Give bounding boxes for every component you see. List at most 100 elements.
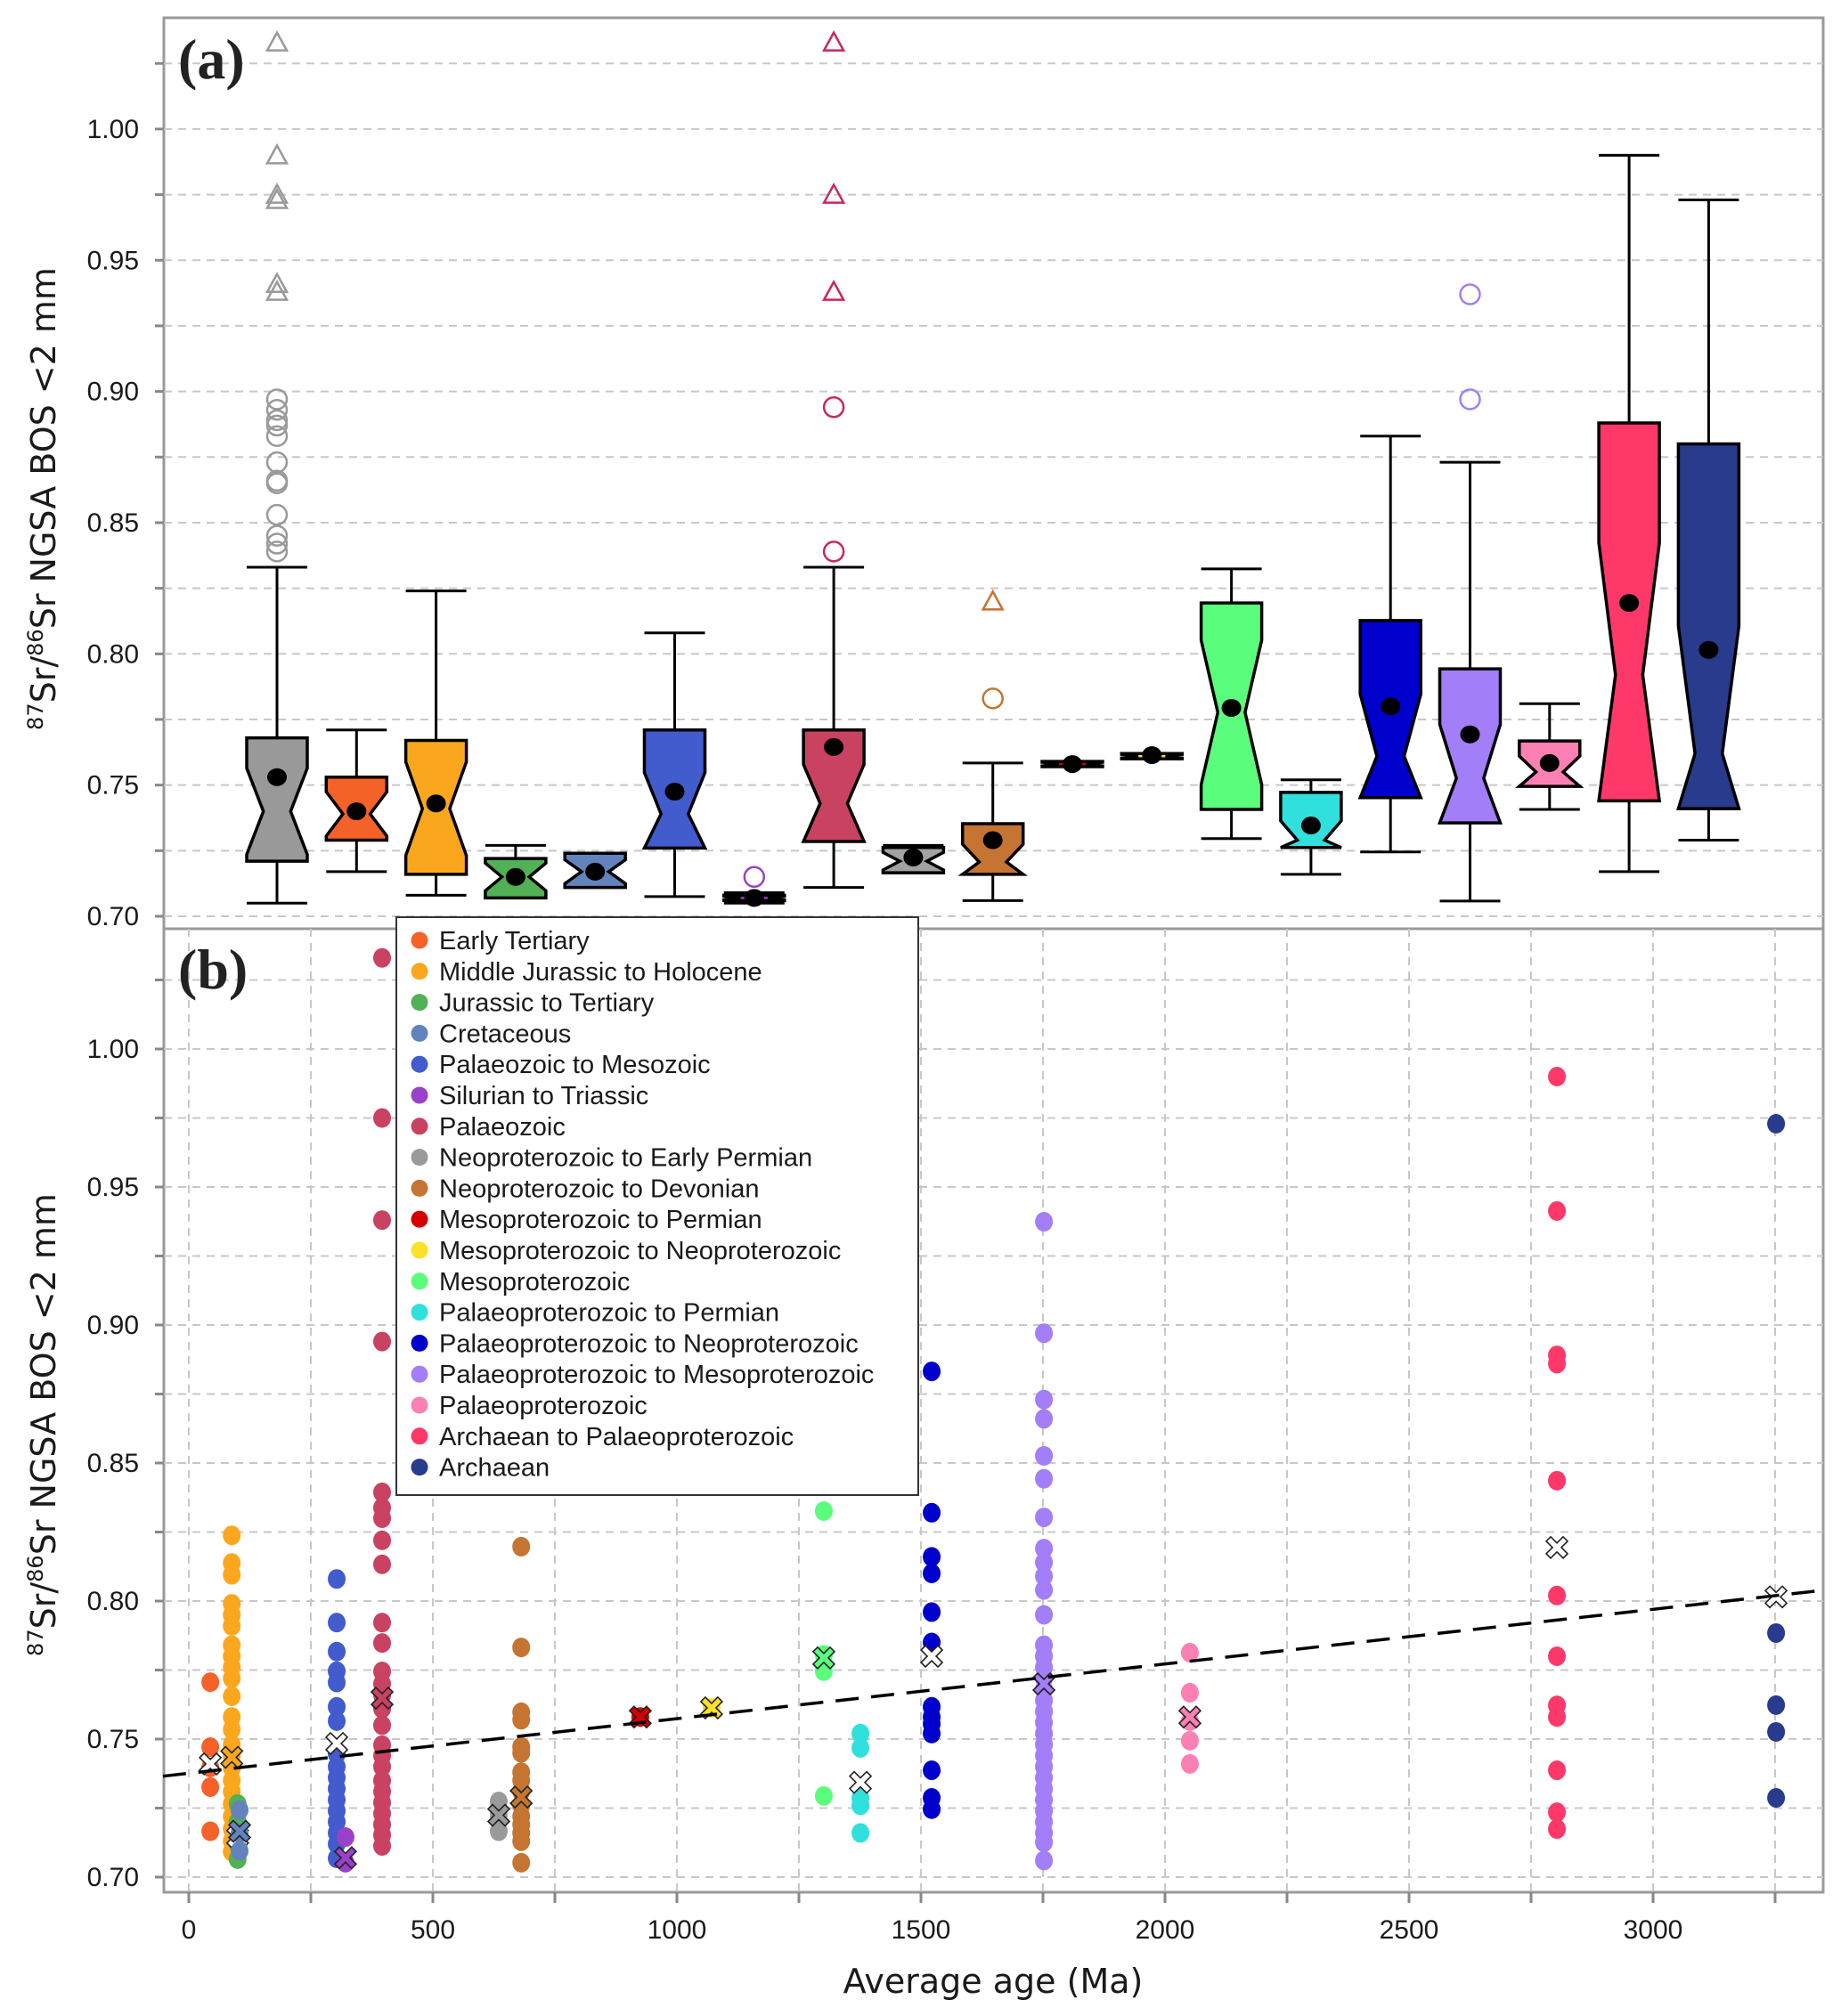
mean-marker: [1698, 640, 1719, 659]
regression-line: [162, 1589, 1824, 1778]
isotope-mass-86: 86: [23, 1555, 48, 1582]
x-tick-label: 1500: [892, 1915, 951, 1945]
data-point: [1035, 1445, 1054, 1466]
mean-marker: [1460, 725, 1480, 744]
data-point: [923, 1564, 941, 1583]
box-archaean: [1676, 198, 1741, 842]
data-point: [223, 1525, 241, 1546]
mean-marker: [585, 862, 606, 881]
outlier-triangle: [265, 182, 289, 204]
data-point: [223, 1719, 241, 1740]
data-point: [923, 1502, 941, 1523]
data-point: [373, 947, 392, 968]
legend-item: Neoproterozoic to Devonian: [411, 1175, 759, 1203]
data-point: [230, 1800, 248, 1820]
mean-marker: [1142, 746, 1162, 765]
outlier-triangle: [265, 142, 289, 165]
mean-marker: [982, 831, 1003, 849]
outlier-circle: [982, 687, 1004, 710]
data-point: [201, 1776, 220, 1797]
data-point: [201, 1821, 220, 1841]
series-archaean: [1764, 1114, 1788, 1809]
outlier-circle: [1459, 283, 1481, 305]
legend-item: Neoproterozoic to Early Permian: [411, 1144, 812, 1173]
series-mesoproterozoic: [811, 1500, 836, 1806]
data-point: [851, 1795, 870, 1816]
box-mesoproterozoic-to-permian: [1040, 755, 1104, 774]
data-point: [223, 1668, 241, 1688]
mean-marker: [1539, 753, 1560, 772]
data-point: [1035, 1850, 1054, 1871]
data-point: [373, 1482, 392, 1502]
box-palaeozoic: [801, 30, 867, 890]
data-point: [1035, 1605, 1054, 1625]
mean-marker: [1063, 755, 1082, 774]
legend-label: Palaeoproterozoic to Permian: [439, 1299, 779, 1328]
mean-marker: [824, 737, 844, 756]
mean-marker: [903, 848, 924, 866]
box-palaeoproterozoic: [1515, 702, 1584, 811]
mean-marker: [1221, 699, 1242, 718]
data-point: [1035, 1389, 1054, 1410]
data-point: [923, 1799, 941, 1819]
legend-label: Palaeoproterozoic to Neoproterozoic: [439, 1329, 859, 1358]
legend-label: Archaean: [439, 1454, 550, 1483]
y-tick-label: 0.85: [87, 1449, 139, 1478]
legend-label: Mesoproterozoic to Permian: [439, 1206, 762, 1234]
mean-cross-marker: [220, 1745, 244, 1769]
outlier-circle: [822, 396, 845, 419]
box-palaeoproterozoic-to-mesoproterozoic: [1437, 283, 1503, 903]
outlier-circle: [265, 451, 289, 474]
legend-item: Archaean to Palaeoproterozoic: [411, 1423, 794, 1451]
data-point: [1180, 1730, 1199, 1751]
data-point: [373, 1835, 392, 1856]
data-point: [1180, 1642, 1199, 1662]
series-palaeozoic-to-mesozoic: [324, 1569, 349, 1868]
data-point: [1548, 1200, 1567, 1221]
legend-marker: [411, 1241, 428, 1259]
legend-box: [395, 916, 919, 1496]
x-axis-title: Average age (Ma): [843, 1962, 1144, 2001]
y-tick-label: 1.00: [87, 115, 139, 144]
data-point: [223, 1686, 241, 1706]
mean-cross-marker: [811, 1646, 836, 1670]
mean-cross-marker: [370, 1686, 395, 1711]
isotope-mass-87: 87: [23, 703, 48, 730]
data-point: [1767, 1622, 1786, 1643]
data-point: [328, 1613, 346, 1633]
panel-a-gridlines: [155, 16, 1825, 931]
y-tick-label: 0.70: [87, 1863, 139, 1892]
data-point: [1180, 1753, 1199, 1774]
data-point: [1548, 1585, 1567, 1605]
data-point: [1035, 1323, 1054, 1344]
x-tick-label: 1000: [648, 1915, 707, 1945]
box-body: [801, 728, 867, 843]
panel-a-boxplot: 0.70 0.75 0.80 0.85 0.90 0.95 1.00 (a): [87, 16, 1825, 931]
panel-a-y-axis: 0.70 0.75 0.80 0.85 0.90 0.95 1.00: [87, 115, 139, 931]
legend-item: Archaean: [411, 1454, 550, 1483]
data-point: [328, 1672, 346, 1693]
legend-item: Early Tertiary: [411, 927, 590, 955]
mean-cross-marker: [848, 1770, 873, 1794]
legend-item: Jurassic to Tertiary: [411, 989, 655, 1018]
legend-marker: [411, 1179, 428, 1197]
legend-marker: [411, 931, 428, 949]
data-point: [1548, 1646, 1567, 1666]
data-point: [373, 1633, 392, 1654]
data-point: [1548, 1802, 1567, 1823]
legend-item: Palaeozoic: [411, 1113, 566, 1142]
box-palaeozoic-to-mesozoic: [641, 631, 708, 898]
legend-marker: [411, 1334, 428, 1352]
legend-item: Cretaceous: [411, 1020, 571, 1048]
y-tick-label: 0.75: [87, 771, 139, 801]
legend-item: Palaeozoic to Mesozoic: [411, 1051, 711, 1079]
box-mesoproterozoic: [1199, 567, 1264, 841]
data-point: [373, 1530, 392, 1550]
legend-label: Silurian to Triassic: [439, 1082, 648, 1110]
legend-item: Mesoproterozoic to Neoproterozoic: [411, 1237, 841, 1265]
data-point: [201, 1736, 220, 1757]
data-point: [328, 1569, 346, 1589]
data-point: [923, 1602, 941, 1622]
y-tick-label: 0.95: [87, 1173, 139, 1202]
legend-label: Palaeoproterozoic to Mesoproterozoic: [439, 1361, 874, 1389]
